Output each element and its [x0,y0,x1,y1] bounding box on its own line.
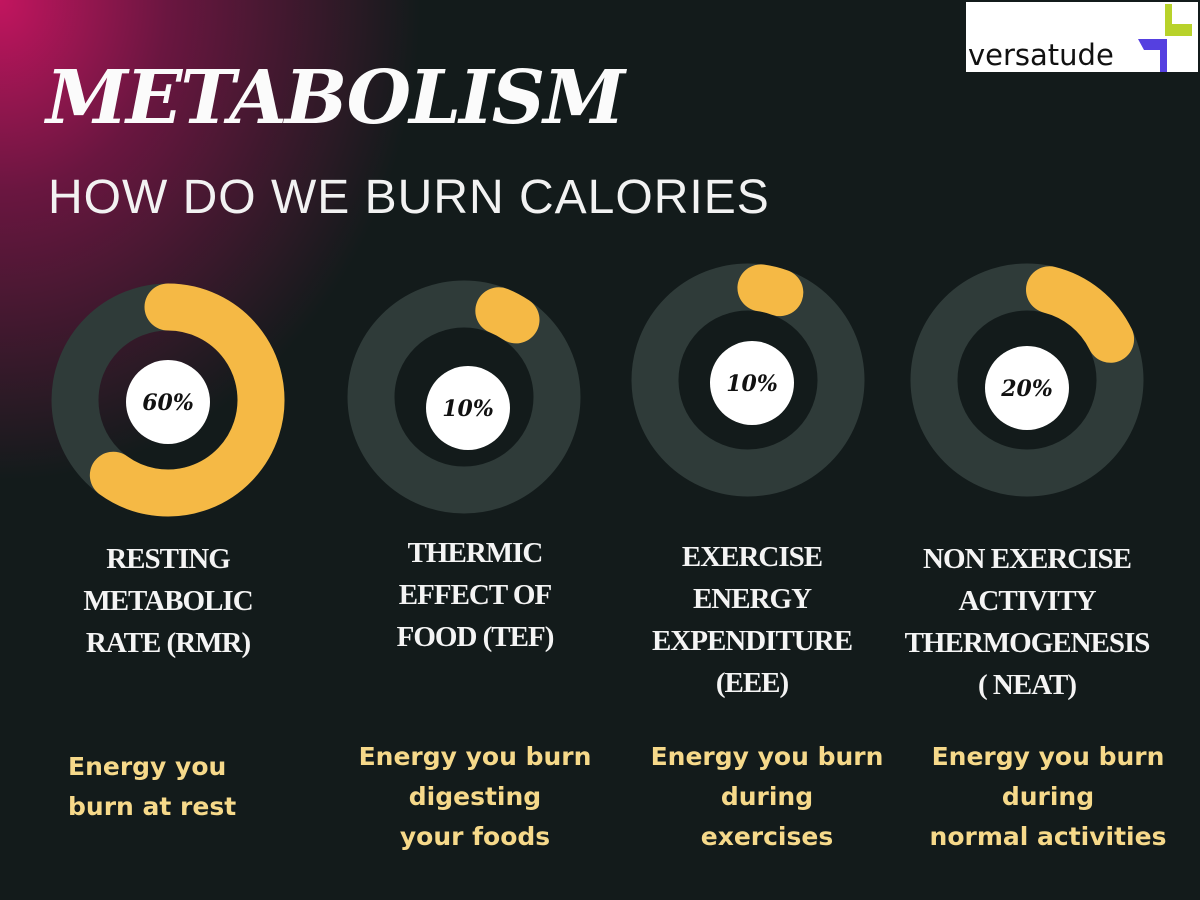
percent-badge [985,346,1069,430]
donut-ring [347,280,581,514]
category-name-line: ENERGY [692,583,812,615]
page-title: METABOLISM [46,55,625,141]
category-name-line: ( NEAT) [978,669,1077,701]
percent-label: 10% [442,396,494,422]
category-name-line: (EEE) [715,667,789,699]
description-line: normal activities [929,822,1167,851]
percent-label: 20% [1000,376,1053,402]
page-subtitle: HOW DO WE BURN CALORIES [48,171,770,224]
category-name: RESTING METABOLIC RATE (RMR) [38,538,298,664]
description-line: Energy you burn [650,742,884,771]
category-name-line: METABOLIC [83,585,253,617]
logo-text: versatude [968,38,1114,72]
category-name: THERMIC EFFECT OF FOOD (TEF) [345,532,605,658]
donut-arc [737,264,804,317]
category-name-line: NON EXERCISE [923,543,1132,575]
percent-badge [710,341,794,425]
donut-arc [89,283,285,517]
category-description: Energy you burn digesting your foods [335,737,615,857]
description-line: Energy you burn [358,742,592,771]
category-description: Energy you burn during normal activities [908,737,1188,857]
category-name: EXERCISE ENERGY EXPENDITURE (EEE) [622,536,882,704]
category-name-line: FOOD (TEF) [396,621,555,653]
description-line: during [1001,782,1095,811]
description-line: during [720,782,814,811]
logo-mark-icon [1138,4,1192,72]
donut-arc [475,287,540,344]
category-name-line: EXERCISE [681,541,823,573]
category-name-line: RATE (RMR) [85,627,251,659]
percent-label: 10% [726,371,778,397]
description-line: burn at rest [68,792,237,821]
category-name-line: ACTIVITY [958,585,1096,617]
category-name-line: RESTING [106,543,231,575]
description-line: Energy you [68,752,227,781]
category-name-line: EXPENDITURE [651,625,853,657]
category-name-line: THERMOGENESIS [904,627,1151,659]
category-name: NON EXERCISE ACTIVITY THERMOGENESIS ( NEAT) [897,538,1157,706]
category-description: Energy you burn during exercises [627,737,907,857]
donut-arc [1026,266,1135,363]
category-name-line: THERMIC [407,537,544,569]
percent-label: 60% [142,390,194,416]
percent-badge [126,360,210,444]
description-line: your foods [399,822,551,851]
description-line: Energy you burn [931,742,1165,771]
percent-badge [426,366,510,450]
description-line: digesting [408,782,542,811]
description-line: exercises [700,822,834,851]
versatude-logo: versatude [966,2,1198,72]
category-description: Energy you burn at rest [68,747,348,827]
category-name-line: EFFECT OF [398,579,552,611]
